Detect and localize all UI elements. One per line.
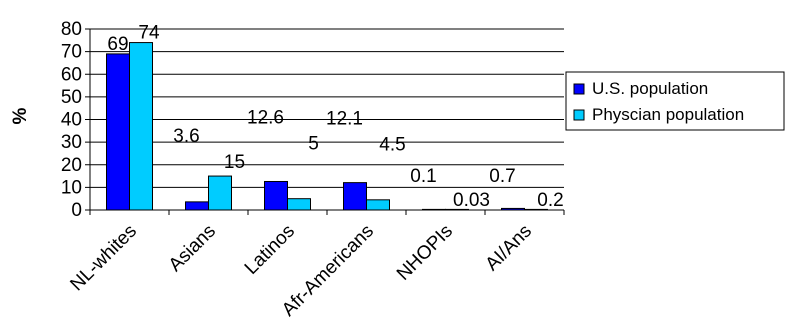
y-tick-label: 0 [71, 200, 82, 221]
x-category-label: Asians [165, 221, 220, 276]
y-tick-label: 40 [61, 110, 82, 131]
x-category-label: AI/Ans [482, 221, 536, 275]
x-category-label: NHOPIs [393, 221, 457, 285]
bar [208, 175, 232, 211]
legend: U.S. population Physcian population [565, 71, 785, 131]
y-tick-label: 30 [61, 132, 82, 153]
y-axis-title: % [10, 107, 31, 124]
data-label: 74 [138, 23, 160, 44]
data-label: 5 [308, 133, 319, 154]
bar [106, 53, 130, 211]
legend-swatch-physician-population [573, 109, 585, 121]
bar [264, 180, 288, 211]
data-labels: 69 74 3.6 15 12.6 5 12.1 4.50.1 0.03 0.7 0.2 [107, 23, 563, 211]
data-label: 0.7 [489, 166, 515, 187]
y-tick-label: 80 [61, 19, 82, 40]
y-tick-label: 60 [61, 64, 82, 85]
bar [287, 198, 311, 211]
legend-swatch-us-population [573, 83, 585, 95]
data-label: 4.5 [379, 135, 405, 156]
x-category-label: NL-whites [66, 221, 141, 296]
data-label: 0.03 [453, 190, 490, 211]
y-tick-label: 70 [61, 42, 82, 63]
data-label: 12.1 [326, 109, 363, 130]
data-label: 3.6 [173, 126, 199, 147]
bar [366, 199, 390, 211]
bar [185, 201, 209, 211]
y-tick-label: 50 [61, 87, 82, 108]
legend-frame [565, 71, 785, 131]
gridlines [90, 28, 564, 188]
data-label: 12.6 [247, 107, 284, 128]
data-label: 0.2 [537, 190, 563, 211]
bar [129, 42, 153, 211]
data-label: 0.1 [410, 166, 436, 187]
bar [343, 182, 367, 211]
y-tick-label: 20 [61, 155, 82, 176]
y-tick-label: 10 [61, 177, 82, 198]
data-label: 15 [224, 152, 245, 173]
legend-label-us-population: U.S. population [592, 79, 708, 98]
data-label: 69 [107, 34, 128, 55]
legend-label-physician-population: Physcian population [592, 105, 744, 124]
x-category-label: Latinos [241, 221, 299, 279]
